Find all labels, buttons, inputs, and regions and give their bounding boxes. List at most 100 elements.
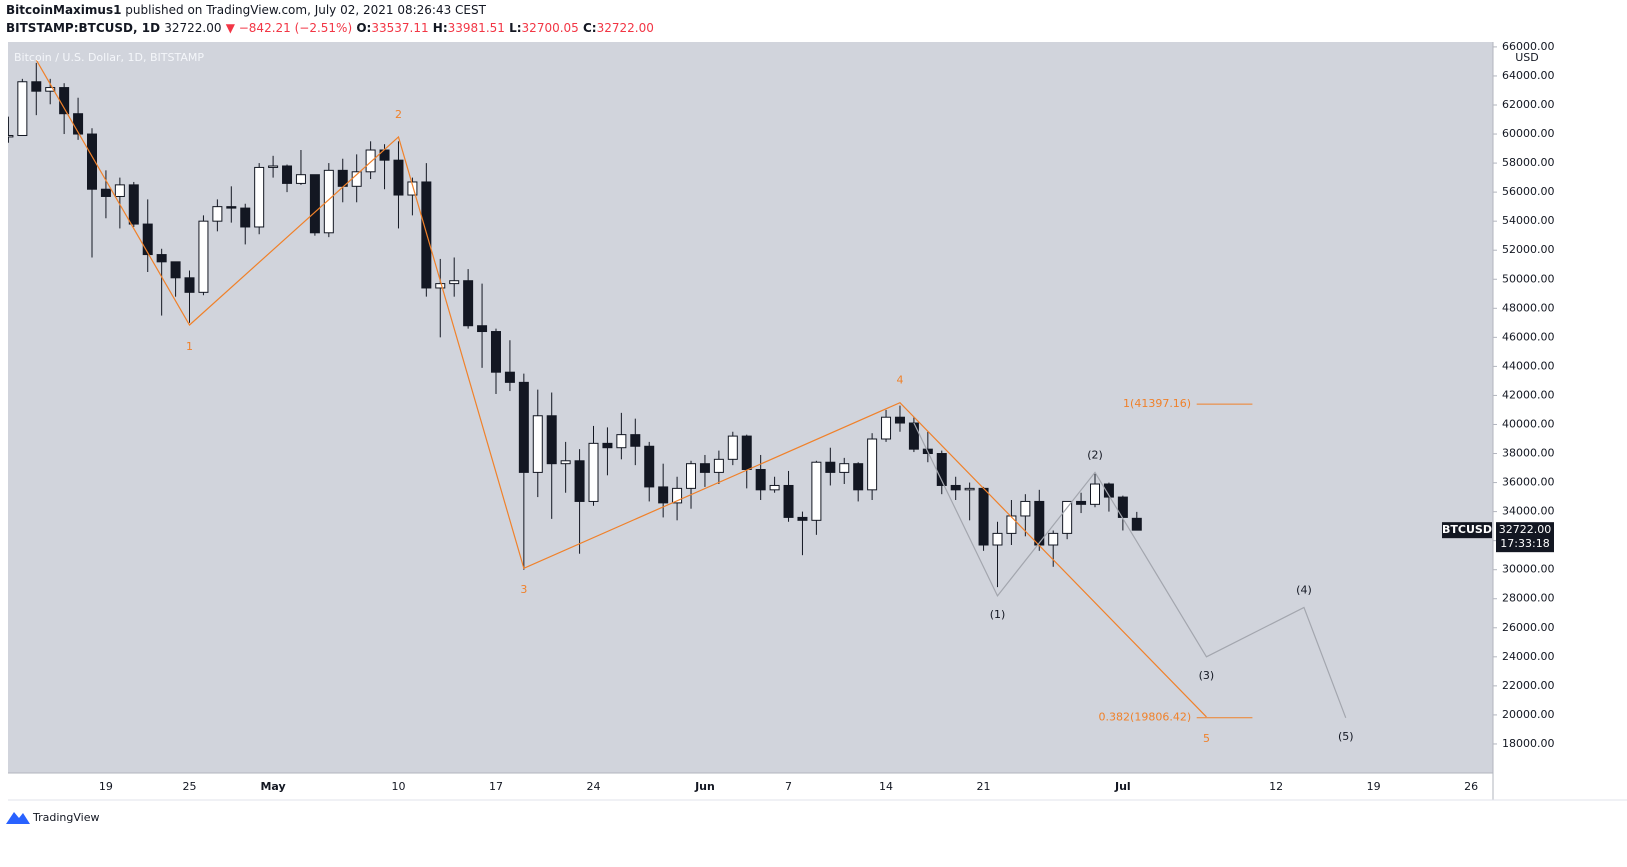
y-tick-label: 42000.00 xyxy=(1502,388,1555,401)
change: ▼ −842.21 (−2.51%) xyxy=(226,21,352,35)
ohlc-value: 33981.51 xyxy=(448,21,505,35)
tag-symbol: BTCUSD xyxy=(1442,523,1492,536)
wave-label: (5) xyxy=(1338,730,1354,743)
x-tick-label: 10 xyxy=(391,780,405,793)
candle-body xyxy=(783,484,794,518)
chart-title: Bitcoin / U.S. Dollar, 1D, BITSTAMP xyxy=(14,51,204,64)
fib-label: 1(41397.16) xyxy=(1123,397,1191,410)
wave-label: 1 xyxy=(186,340,193,353)
y-tick-label: 54000.00 xyxy=(1502,214,1555,227)
y-tick-label: 34000.00 xyxy=(1502,505,1555,518)
candle-body xyxy=(156,254,167,263)
candle-body xyxy=(839,463,850,473)
candle-body xyxy=(254,166,265,228)
x-axis: 19 25 May 10 17 24 Jun 7 14 21 Jul 12 19 26 xyxy=(99,780,1478,793)
candle-body xyxy=(797,516,808,521)
candle-body xyxy=(170,261,181,279)
publisher: BitcoinMaximus1 xyxy=(6,3,121,17)
x-tick-label: 26 xyxy=(1464,780,1478,793)
candle-body xyxy=(268,165,279,168)
candle-body xyxy=(950,484,961,491)
candle-body xyxy=(87,133,98,190)
candle-body xyxy=(1048,532,1059,546)
candle-body xyxy=(825,461,836,473)
y-tick-label: 48000.00 xyxy=(1502,301,1555,314)
y-tick-label: 44000.00 xyxy=(1502,359,1555,372)
candle-body xyxy=(811,461,822,521)
candle-body xyxy=(128,184,139,225)
wave-line xyxy=(35,59,1207,718)
candle-body xyxy=(323,169,334,234)
header-line: BitcoinMaximus1 published on TradingView… xyxy=(6,3,487,17)
wave-label: 5 xyxy=(1203,732,1210,745)
candle-body xyxy=(616,434,627,449)
symbol-line: BITSTAMP:BTCUSD, 1D 32722.00 ▼ −842.21 (… xyxy=(6,21,654,35)
y-tick-label: 56000.00 xyxy=(1502,185,1555,198)
y-tick-label: 40000.00 xyxy=(1502,417,1555,430)
wave-label: (2) xyxy=(1087,448,1103,461)
candle-body xyxy=(588,442,599,502)
candle-body xyxy=(560,460,571,465)
ohlc-value: 32700.05 xyxy=(522,21,579,35)
candle-body xyxy=(602,442,613,449)
wave-label: (4) xyxy=(1296,583,1312,596)
y-tick-label: 20000.00 xyxy=(1502,708,1555,721)
candle-body xyxy=(393,159,404,196)
candle-body xyxy=(198,220,209,293)
candle-body xyxy=(100,188,111,197)
candle-body xyxy=(672,487,683,504)
plot xyxy=(8,59,1347,719)
candle-body xyxy=(449,280,460,285)
candle-body xyxy=(1062,500,1073,534)
candle-body xyxy=(699,463,710,473)
candle-body xyxy=(282,165,293,184)
x-tick-label: 12 xyxy=(1269,780,1283,793)
candle-body xyxy=(212,206,223,222)
candle-body xyxy=(755,468,766,491)
footer-brand: TradingView xyxy=(32,811,99,824)
y-tick-label: 28000.00 xyxy=(1502,592,1555,605)
candle-body xyxy=(658,486,669,504)
candle-body xyxy=(992,532,1003,546)
tag-symbol-box xyxy=(1442,522,1492,539)
ohlc-key: L: xyxy=(509,21,521,35)
fib-label: 0.382(19806.42) xyxy=(1099,711,1192,724)
published: published on TradingView.com, July 02, 2… xyxy=(125,3,486,17)
wave-label: (1) xyxy=(990,608,1006,621)
candle-body xyxy=(240,207,251,228)
candle-body xyxy=(574,460,585,502)
x-tick-label: May xyxy=(260,780,285,793)
candle-body xyxy=(769,484,780,491)
y-tick-label: 36000.00 xyxy=(1502,476,1555,489)
y-tick-label: 26000.00 xyxy=(1502,621,1555,634)
x-tick-label: 7 xyxy=(785,780,792,793)
candle-body xyxy=(686,463,697,489)
candle-body xyxy=(504,371,515,383)
x-tick-label: Jul xyxy=(1114,780,1131,793)
candle-body xyxy=(17,81,28,136)
candle-body xyxy=(59,87,70,115)
x-tick-label: 25 xyxy=(183,780,197,793)
x-tick-label: 17 xyxy=(489,780,503,793)
last: 32722.00 xyxy=(164,21,221,35)
y-tick-label: 46000.00 xyxy=(1502,330,1555,343)
logo xyxy=(6,812,30,824)
ohlc-value: 33537.11 xyxy=(371,21,428,35)
x-tick-label: 21 xyxy=(977,780,991,793)
candle-body xyxy=(727,435,738,460)
candle-body xyxy=(881,416,892,440)
candle-body xyxy=(908,422,919,450)
y-tick-label: 66000.00 xyxy=(1502,40,1555,53)
candle-body xyxy=(853,463,864,491)
candle-body xyxy=(184,277,195,293)
candle-body xyxy=(421,181,432,289)
x-tick-label: 19 xyxy=(1367,780,1381,793)
wave-label: 2 xyxy=(395,108,402,121)
candle-body xyxy=(630,434,641,447)
candle-body xyxy=(463,280,474,327)
candle-body xyxy=(31,81,42,92)
tag-countdown: 17:33:18 xyxy=(1500,537,1549,550)
candle-body xyxy=(936,453,947,486)
